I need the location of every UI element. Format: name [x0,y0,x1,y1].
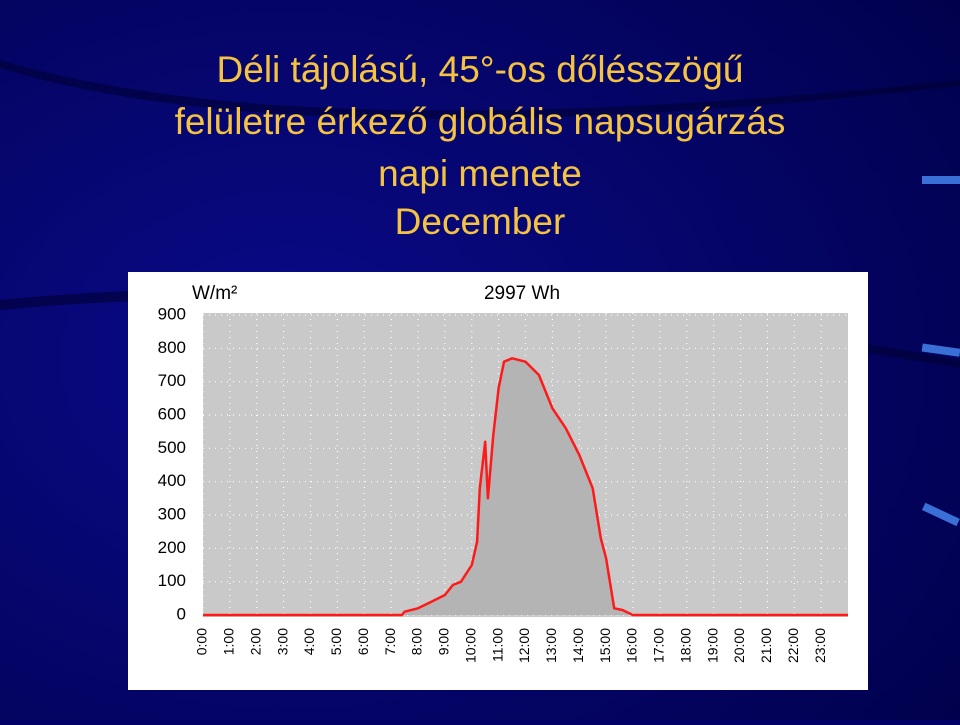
x-tick-label: 16:00 [624,628,640,663]
y-tick-label: 100 [158,571,186,590]
decoration [921,502,960,527]
y-tick-label: 0 [177,604,186,623]
slide-title: napi menete [378,153,582,194]
x-tick-label: 5:00 [328,628,344,655]
line [203,357,848,617]
x-tick-label: 13:00 [543,628,559,663]
x-tick-label: 3:00 [274,628,290,655]
x-tick-label: 4:00 [301,628,317,655]
x-tick-label: 19:00 [704,628,720,663]
x-tick-label: 15:00 [597,628,613,663]
decoration [921,343,960,357]
y-tick-label: 600 [158,404,186,423]
y-tick-label: 800 [158,338,186,357]
slide-title: felületre érkező globális napsugárzás [175,101,786,142]
x-tick-label: 1:00 [221,628,237,655]
x-tick-label: 21:00 [758,628,774,663]
x-tick-label: 20:00 [731,628,747,663]
x-tick-label: 2:00 [247,628,263,655]
y-tick-label: 300 [158,504,186,523]
y-tick-label: 700 [158,371,186,390]
x-tick-label: 23:00 [812,628,828,663]
x-tick-label: 6:00 [355,628,371,655]
x-tick-label: 17:00 [651,628,667,663]
x-tick-label: 10:00 [462,628,478,663]
decoration [0,60,960,119]
y-tick-label: 400 [158,471,186,490]
y-tick-label: 200 [158,538,186,557]
x-tick-label: 9:00 [436,628,452,655]
decoration [922,176,960,184]
x-tick-label: 12:00 [516,628,532,663]
x-tick-label: 8:00 [409,628,425,655]
chart-title: 2997 Wh [484,283,560,304]
x-tick-label: 7:00 [382,628,398,655]
y-tick-label: 500 [158,438,186,457]
x-tick-label: 18:00 [677,628,693,663]
x-tick-label: 22:00 [785,628,801,663]
y-axis-label: W/m² [192,283,237,304]
y-tick-label: 900 [158,304,186,323]
slide-title: December [395,201,566,242]
slide-title: Déli tájolású, 45°-os dőlésszögű [217,49,744,90]
area [203,358,848,615]
x-tick-label: 11:00 [489,628,505,662]
x-tick-label: 0:00 [194,628,210,655]
x-tick-label: 14:00 [570,628,586,663]
